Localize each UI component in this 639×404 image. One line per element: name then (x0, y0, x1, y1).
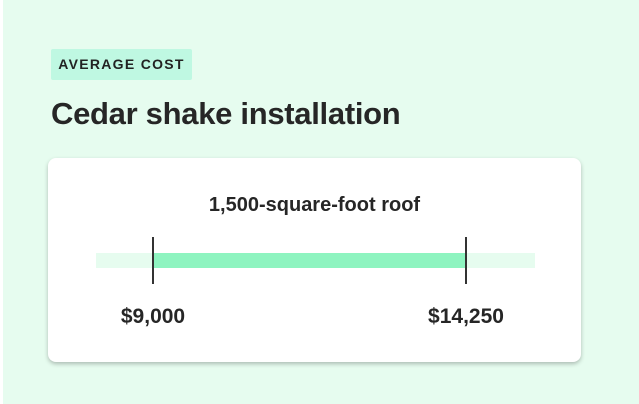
high-value-label: $14,250 (428, 305, 504, 328)
chart-title: 1,500-square-foot roof (208, 194, 421, 216)
cost-range-card: 1,500-square-foot roof $9,000 $14,250 (48, 158, 581, 362)
high-tick (465, 237, 467, 284)
low-value-label: $9,000 (120, 305, 186, 328)
low-tick (152, 237, 154, 284)
category-tag: AVERAGE COST (51, 49, 192, 80)
range-fill (153, 253, 466, 268)
page-title: Cedar shake installation (51, 96, 401, 131)
